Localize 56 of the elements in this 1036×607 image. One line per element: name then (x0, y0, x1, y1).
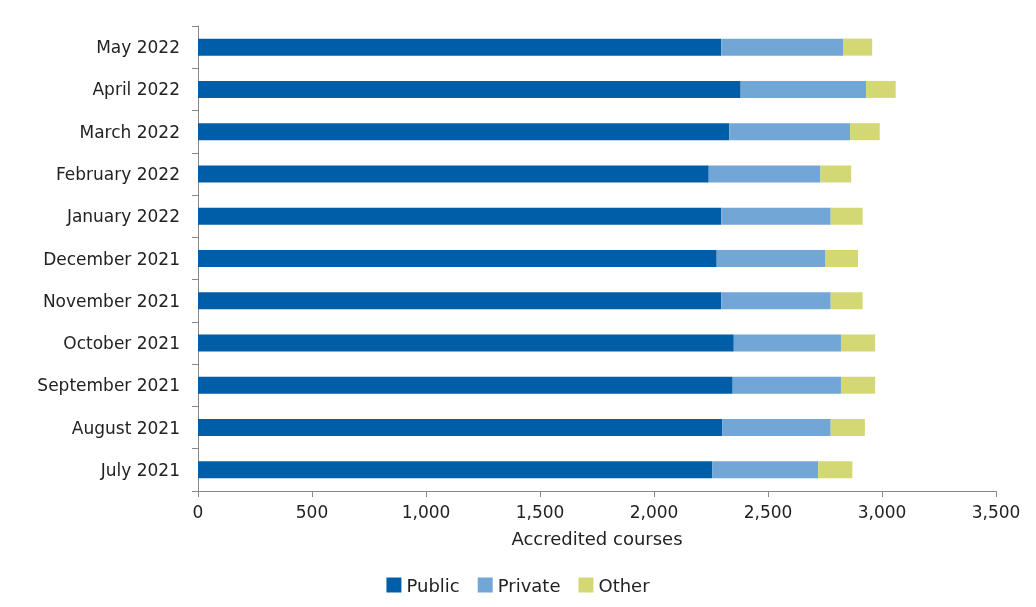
y-tick-label: September 2021 (37, 375, 180, 396)
bar (729, 123, 851, 141)
legend-label: Public (406, 574, 460, 596)
y-tick-label: May 2022 (96, 37, 180, 58)
y-tick-label: July 2021 (99, 459, 180, 480)
bar (825, 250, 859, 267)
y-tick-label: November 2021 (42, 290, 180, 311)
bar (198, 334, 734, 352)
bar (198, 123, 730, 141)
bar (818, 461, 853, 479)
bar (820, 165, 852, 183)
bar (721, 207, 831, 225)
x-tick-label: 500 (295, 501, 329, 522)
bar (716, 250, 825, 267)
y-tick-label: March 2022 (79, 121, 180, 142)
x-tick-label: 0 (192, 501, 204, 522)
bar (850, 123, 880, 141)
legend-label: Other (598, 574, 651, 596)
bar (830, 419, 865, 437)
bar (830, 292, 863, 310)
x-tick-label: 2,500 (743, 501, 793, 522)
y-tick-label: April 2022 (92, 79, 180, 100)
x-axis-title: Accredited courses (511, 527, 683, 549)
x-tick-label: 3,500 (971, 501, 1021, 522)
bar (708, 165, 821, 183)
bar (198, 207, 722, 225)
bar (733, 334, 841, 352)
bar (198, 461, 713, 479)
bar (198, 80, 741, 98)
bar (198, 376, 733, 394)
y-tick-label: February 2022 (56, 163, 180, 184)
legend-label: Private (497, 574, 561, 596)
bar (840, 376, 876, 394)
bar (732, 376, 841, 394)
bar (721, 292, 831, 310)
x-tick-label: 1,500 (515, 501, 565, 522)
x-tick-label: 3,000 (857, 501, 907, 522)
bar (722, 419, 831, 437)
bar (198, 165, 709, 183)
bar (830, 207, 863, 225)
bar (721, 38, 844, 56)
x-tick-label: 1,000 (401, 501, 451, 522)
bar (840, 334, 876, 352)
y-tick-label: January 2022 (65, 206, 180, 227)
bar (198, 38, 722, 56)
x-tick-label: 2,000 (629, 501, 679, 522)
bar (866, 80, 896, 98)
bar (198, 250, 717, 267)
bar (843, 38, 873, 56)
y-tick-label: December 2021 (43, 248, 180, 269)
y-tick-label: October 2021 (63, 333, 180, 354)
bar (712, 461, 819, 479)
bar (198, 292, 722, 310)
bar (740, 80, 867, 98)
y-tick-label: August 2021 (71, 417, 180, 438)
bar (198, 419, 723, 437)
